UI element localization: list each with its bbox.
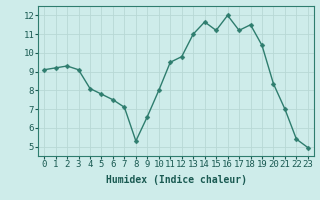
X-axis label: Humidex (Indice chaleur): Humidex (Indice chaleur) [106,175,246,185]
